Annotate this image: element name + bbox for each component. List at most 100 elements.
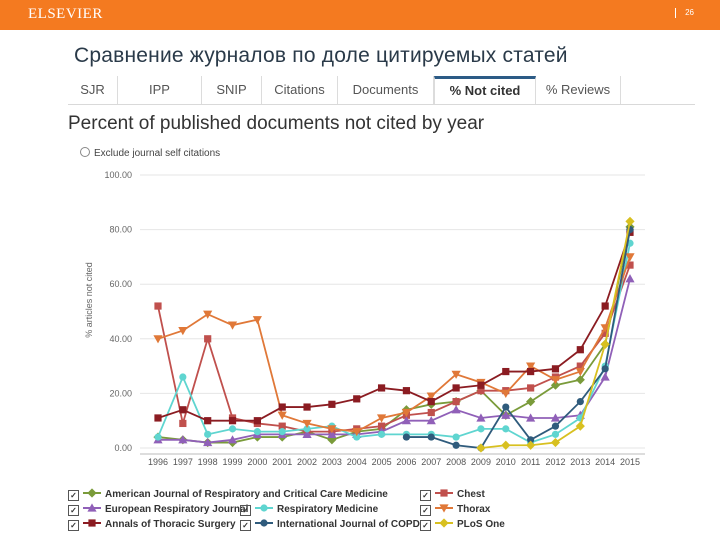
legend-marker-icon: [83, 503, 101, 512]
checkbox-icon[interactable]: ✓: [240, 520, 251, 531]
data-point: [328, 400, 336, 408]
tab-sjr[interactable]: SJR: [68, 76, 118, 104]
legend-item[interactable]: ✓ Annals of Thoracic Surgery: [68, 518, 236, 532]
data-point: [551, 365, 560, 373]
legend-label: Chest: [457, 489, 485, 500]
data-point: [228, 417, 237, 425]
tab-ipp[interactable]: IPP: [118, 76, 202, 104]
legend-label: Annals of Thoracic Surgery: [105, 519, 236, 530]
data-point: [352, 428, 362, 437]
data-point: [87, 488, 97, 498]
legend-marker-icon: [255, 519, 273, 527]
data-point: [600, 372, 610, 381]
data-point: [179, 419, 187, 428]
legend-marker-icon: [435, 518, 453, 528]
data-point: [625, 253, 635, 262]
data-point: [376, 414, 387, 423]
x-tick-label: 1996: [148, 457, 168, 467]
data-point: [377, 422, 386, 430]
data-point: [260, 519, 268, 527]
x-tick-label: 2001: [272, 457, 292, 467]
legend-label: Thorax: [457, 504, 491, 515]
series-line: [157, 256, 631, 433]
legend-item[interactable]: ✓ European Respiratory Journal: [68, 503, 248, 517]
checkbox-icon[interactable]: ✓: [68, 520, 79, 531]
data-point: [227, 321, 238, 330]
data-point: [576, 346, 584, 354]
legend-item[interactable]: ✓ International Journal of COPD: [240, 518, 420, 532]
radio-icon[interactable]: [80, 147, 90, 157]
data-point: [575, 421, 585, 431]
data-point: [551, 430, 560, 438]
x-tick-label: 2005: [372, 457, 392, 467]
series-line: [157, 226, 631, 444]
data-point: [575, 375, 585, 385]
data-point: [502, 403, 510, 411]
data-point: [303, 425, 311, 433]
data-point: [625, 274, 635, 283]
legend-marker-icon: [435, 489, 453, 497]
checkbox-icon[interactable]: ✓: [68, 505, 79, 516]
data-point: [550, 376, 561, 385]
data-point: [87, 503, 97, 512]
legend-marker-icon: [83, 519, 101, 527]
y-tick-label: 100.00: [104, 170, 132, 180]
legend-item[interactable]: ✓ PLoS One: [420, 518, 505, 532]
tab-not-cited[interactable]: % Not cited: [434, 76, 536, 104]
data-point: [377, 430, 386, 438]
data-point: [550, 437, 561, 448]
checkbox-icon[interactable]: ✓: [240, 505, 251, 516]
exclude-self-citations-option[interactable]: Exclude journal self citations: [80, 147, 220, 159]
data-point: [439, 518, 449, 528]
data-point: [501, 389, 511, 398]
data-point: [203, 437, 213, 447]
legend-marker-icon: [255, 504, 273, 512]
data-point: [600, 339, 610, 349]
x-tick-label: 2009: [471, 457, 491, 467]
legend-label: PLoS One: [457, 519, 505, 530]
data-point: [526, 413, 536, 422]
legend-marker-icon: [435, 504, 453, 513]
tab-reviews[interactable]: % Reviews: [536, 76, 621, 104]
data-point: [327, 425, 337, 434]
tab-citations[interactable]: Citations: [262, 76, 338, 104]
x-tick-label: 1998: [198, 457, 218, 467]
tab-documents[interactable]: Documents: [338, 76, 434, 104]
brand-logo: ELSEVIER: [28, 6, 103, 22]
legend-item[interactable]: ✓ Respiratory Medicine: [240, 503, 378, 517]
data-point: [476, 413, 486, 422]
data-point: [402, 433, 411, 441]
y-tick-label: 60.00: [109, 279, 132, 289]
checkbox-icon[interactable]: ✓: [420, 490, 431, 501]
data-point: [527, 367, 535, 376]
x-tick-label: 2006: [396, 457, 416, 467]
data-point: [502, 425, 510, 433]
x-tick-label: 2013: [570, 457, 590, 467]
checkbox-icon[interactable]: ✓: [68, 490, 79, 501]
legend-item[interactable]: ✓ Thorax: [420, 503, 490, 517]
data-point: [204, 417, 212, 425]
series-group: [153, 222, 635, 448]
legend-item[interactable]: ✓ Chest: [420, 488, 485, 502]
checkbox-icon[interactable]: ✓: [420, 505, 431, 516]
data-point: [626, 261, 634, 269]
checkbox-icon[interactable]: ✓: [420, 520, 431, 531]
data-point: [204, 430, 212, 438]
data-point: [154, 433, 162, 441]
tab-snip[interactable]: SNIP: [202, 76, 262, 104]
series-line: [157, 232, 631, 422]
slide-title: Сравнение журналов по доле цитируемых ст…: [74, 44, 568, 67]
chart-legend: ✓ American Journal of Respiratory and Cri…: [68, 488, 718, 538]
legend-label: European Respiratory Journal: [105, 504, 249, 515]
y-axis-label: % articles not cited: [84, 262, 94, 338]
x-tick-label: 2015: [620, 457, 640, 467]
data-point: [178, 327, 188, 336]
data-point: [501, 410, 511, 419]
data-point: [278, 422, 286, 430]
data-point: [401, 416, 412, 425]
data-point: [327, 429, 337, 438]
data-point: [601, 302, 609, 310]
data-point: [452, 397, 460, 406]
data-point: [427, 408, 435, 417]
legend-item[interactable]: ✓ American Journal of Respiratory and Cri…: [68, 488, 388, 502]
